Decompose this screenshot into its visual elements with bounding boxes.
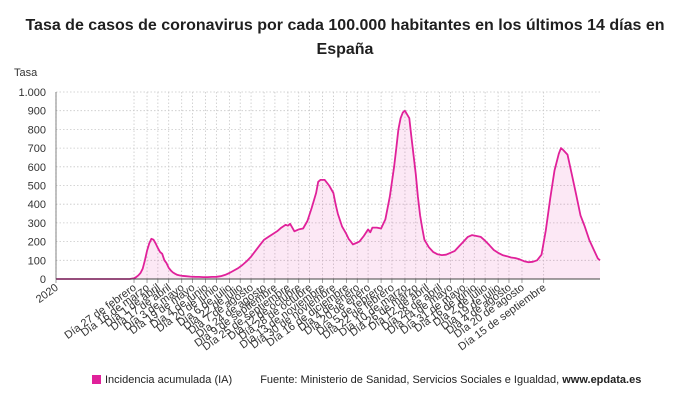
legend-label: Incidencia acumulada (IA) [105, 374, 233, 386]
y-tick-label: 300 [28, 218, 46, 230]
source-text: Fuente: Ministerio de Sanidad, Servicios… [260, 374, 563, 386]
y-tick-label: 900 [28, 106, 46, 118]
y-tick-label: 700 [28, 143, 46, 155]
y-tick-label: 200 [28, 237, 46, 249]
legend-swatch [92, 375, 101, 384]
series-line [56, 109, 601, 280]
y-tick-label: 0 [40, 274, 46, 286]
area-layer [56, 109, 601, 280]
ytick-layer: 0 100 200 300 400 500 600 700 800 900 1.000 [18, 87, 46, 286]
source-site: www.epdata.es [562, 374, 642, 386]
y-axis-label: Tasa [14, 67, 38, 79]
series-area-fill [56, 110, 600, 279]
y-tick-label: 600 [28, 162, 46, 174]
y-tick-label: 100 [28, 255, 46, 267]
y-tick-label: 1.000 [18, 87, 46, 99]
axis-layer [55, 92, 600, 283]
chart-title: Tasa de casos de coronavirus por cada 10… [25, 17, 665, 58]
y-tick-label: 400 [28, 199, 46, 211]
footer: Incidencia acumulada (IA) Fuente: Ministe… [92, 374, 641, 386]
y-tick-label: 800 [28, 124, 46, 136]
y-tick-label: 500 [28, 181, 46, 193]
x-tick-label: 2020 [34, 282, 61, 306]
